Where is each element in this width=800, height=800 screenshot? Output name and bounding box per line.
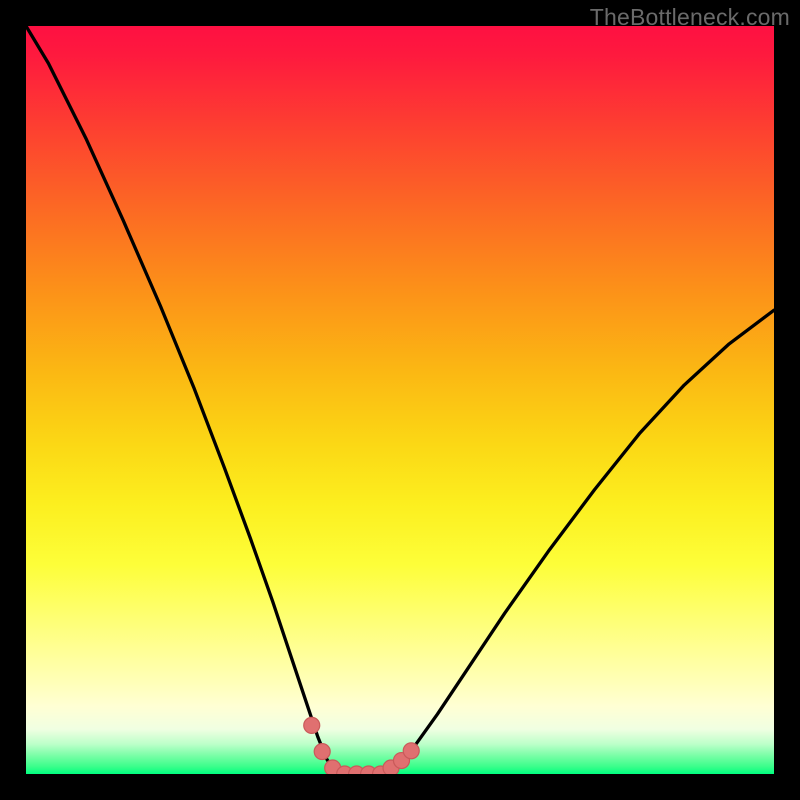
watermark-text: TheBottleneck.com <box>590 4 790 31</box>
gradient-background <box>26 26 774 774</box>
marker-dot <box>403 743 419 759</box>
bottleneck-chart <box>0 0 800 800</box>
chart-frame: TheBottleneck.com <box>0 0 800 800</box>
marker-dot <box>314 744 330 760</box>
marker-dot <box>304 717 320 733</box>
